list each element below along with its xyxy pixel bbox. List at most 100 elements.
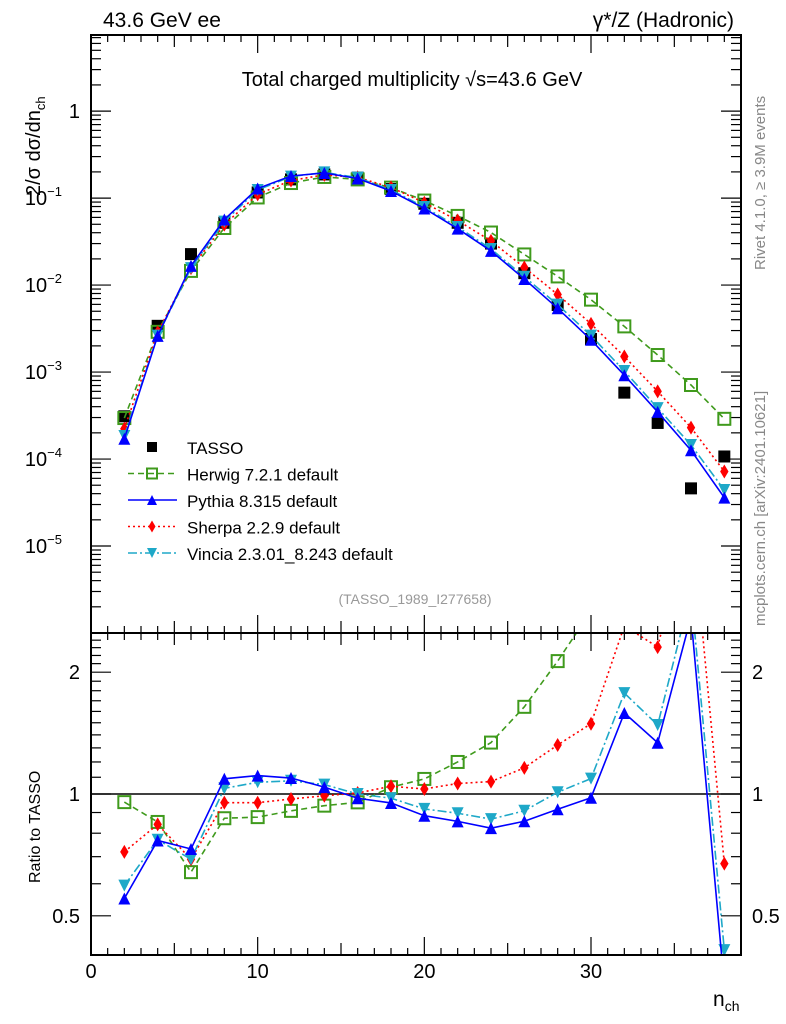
ratio-point-vincia [485,813,497,826]
ratio-series-pythia [118,611,723,955]
y-axis-label-sub: ch [33,96,48,110]
ratio-y-tick-label-right: 2 [752,662,763,684]
ratio-point-sherpa [286,791,296,806]
data-point-pythia [718,491,731,504]
ratio-point-herwig [117,795,132,810]
ratio-y-axis-label: Ratio to TASSO [27,771,44,883]
y-axis-label-main: 2/σ dσ/dn [23,110,45,196]
ratio-point-herwig [284,803,298,818]
ratio-point-pythia [151,834,164,847]
data-point-sherpa [686,420,696,435]
ratio-point-vincia [118,879,131,892]
ratio-point-pythia [218,772,231,785]
x-tick-label: 20 [413,961,435,983]
ratio-point-pythia [485,822,497,835]
ratio-point-sherpa [486,774,496,789]
legend-item-tasso: TASSO [147,439,243,458]
ratio-point-vincia [451,807,464,820]
data-point-tasso [651,416,664,429]
data-point-pythia [651,405,664,418]
ratio-y-tick-label-right: 1 [752,784,763,806]
data-point-sherpa [553,287,562,302]
data-point-pythia [518,273,531,286]
data-point-sherpa [720,464,729,479]
legend-item-herwig: Herwig 7.2.1 default [128,466,338,485]
legend-item-pythia: Pythia 8.315 default [128,492,338,511]
data-point-vincia [718,484,731,497]
x-tick-label: 0 [85,961,96,983]
ratio-line-herwig [123,633,578,874]
side-label-top: Rivet 4.1.0, ≥ 3.9M events [752,96,769,270]
data-point-tasso [185,248,197,261]
ratio-point-sherpa [520,760,529,775]
data-point-pythia [585,333,597,346]
y-tick-exponent: −5 [47,532,62,547]
ratio-point-vincia [418,802,431,815]
y-tick-exponent: −2 [47,271,62,286]
ratio-point-pythia [351,792,364,805]
ratio-point-pythia [685,611,697,623]
y-tick-exponent: −1 [47,184,62,199]
y-tick-label: 10−2 [25,271,62,297]
data-point-pythia [251,182,264,195]
legend-item-sherpa: Sherpa 2.2.9 default [128,519,340,538]
data-point-pythia [618,369,631,382]
ratio-point-vincia [185,853,197,866]
ratio-point-vincia [551,786,564,799]
data-point-herwig [584,292,598,307]
data-point-herwig [550,269,565,284]
ratio-plot [117,472,731,955]
y-axis-label: 2/σ dσ/dnch [23,96,48,196]
y-tick-label: 10−5 [25,532,62,558]
data-point-pythia [385,184,397,197]
data-point-pythia [318,166,331,179]
axes: 0 10 20 30 1 10−1 10−2 10−3 10−4 10−5 0.5 0.5 1 1 2 2 [25,35,780,983]
ratio-y-tick-label: 2 [69,662,80,684]
ratio-point-herwig [184,865,198,880]
ratio-point-herwig [618,480,630,492]
ratio-point-sherpa [553,737,562,752]
ratio-point-sherpa [453,776,462,791]
data-point-tasso [685,482,697,495]
ratio-point-pythia [285,772,297,785]
data-point-herwig [717,411,732,426]
data-point-pythia [685,444,697,457]
data-point-sherpa [586,316,596,331]
side-label-bottom: mcplots.cern.ch [arXiv:2401.10621] [752,391,769,626]
data-point-sherpa [620,349,629,364]
ratio-point-sherpa [120,844,129,859]
ratio-point-pythia [618,706,631,719]
ratio-point-sherpa [687,504,695,518]
analysis-id: (TASSO_1989_I277658) [338,591,491,607]
data-point-tasso [618,386,631,399]
header-right: γ*/Z (Hadronic) [593,9,734,32]
data-point-pythia [151,329,164,342]
ratio-point-herwig [550,654,565,669]
x-tick-label: 30 [580,961,602,983]
ratio-point-herwig [217,811,232,826]
y-tick-exponent: −4 [47,445,62,460]
ratio-point-vincia [651,719,664,732]
ratio-point-sherpa [653,640,662,655]
ratio-line-pythia [123,633,723,955]
ratio-point-sherpa [253,795,262,810]
chart-title: Total charged multiplicity √s=43.6 GeV [242,69,583,91]
x-axis-label-sub: ch [725,998,740,1014]
legend-marker-herwig [146,467,158,480]
data-point-sherpa [653,384,662,399]
main-frame [90,34,742,634]
data-point-pythia [218,213,231,226]
ratio-point-pythia [518,815,531,828]
ratio-point-pythia [118,892,131,905]
ratio-point-vincia [518,804,531,817]
legend-label-herwig: Herwig 7.2.1 default [187,466,338,485]
legend-marker-tasso [147,442,157,452]
ratio-point-vincia [585,772,597,785]
ratio-point-herwig [652,472,664,484]
ratio-point-sherpa [220,795,229,810]
legend-label-sherpa: Sherpa 2.2.9 default [187,519,340,538]
ratio-point-sherpa [720,856,729,871]
ratio-point-pythia [551,803,564,816]
y-tick-exponent: −3 [47,358,62,373]
ratio-point-pythia [185,842,197,855]
